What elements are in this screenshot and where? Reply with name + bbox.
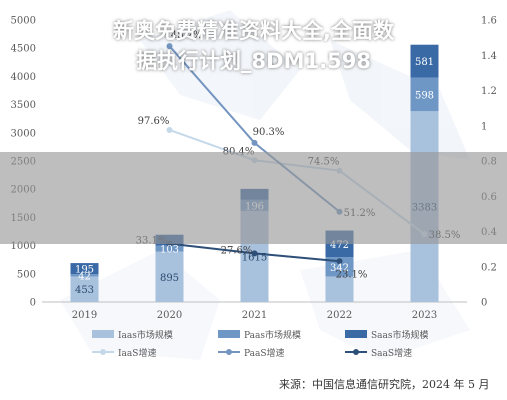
bar-segment xyxy=(410,44,439,78)
legend-label: IaaS增速 xyxy=(118,347,156,359)
y-right-tick-label: 1.2 xyxy=(481,86,497,97)
legend-label: Paas市场规模 xyxy=(244,329,301,341)
bar-segment xyxy=(70,276,99,302)
legend-swatch xyxy=(345,330,367,338)
legend-swatch xyxy=(218,330,240,338)
x-tick-label: 2022 xyxy=(327,310,352,321)
y-left-tick-label: 5000 xyxy=(11,16,36,27)
y-right-tick-label: 0 xyxy=(481,298,487,309)
bar-value-label: 195 xyxy=(75,265,94,276)
bar-value-label: 1615 xyxy=(242,252,267,263)
growth-rate-label: 90.3% xyxy=(253,127,285,138)
bar-segment xyxy=(70,274,99,277)
y-left-tick-label: 1000 xyxy=(11,241,36,252)
x-tick-label: 2019 xyxy=(72,310,97,321)
overlay-title-line-2: 据执行计划_8DM1.598 xyxy=(136,49,371,73)
growth-point xyxy=(166,43,173,50)
y-left-tick-label: 3500 xyxy=(11,100,36,111)
x-tick-label: 2020 xyxy=(157,310,182,321)
bar-value-label: 103 xyxy=(160,245,179,256)
y-right-tick-label: 1 xyxy=(481,121,487,132)
legend-label: Iaas市场规模 xyxy=(118,329,173,341)
growth-point xyxy=(251,139,258,146)
title-overlay-banner xyxy=(0,152,507,244)
growth-rate-label: 23.1% xyxy=(336,269,368,280)
y-right-tick-label: 0.2 xyxy=(481,262,497,273)
bar-value-label: 453 xyxy=(75,285,94,296)
growth-point xyxy=(336,258,343,265)
overlay-title: 新奥免费精准资料大全,全面数 据执行计划_8DM1.598 xyxy=(0,0,507,92)
growth-rate-label: 145.2% xyxy=(164,30,202,41)
source-note: 来源：中国信息通信研究院，2024 年 5 月 xyxy=(279,378,490,391)
growth-rate-label: 97.6% xyxy=(138,116,170,127)
bar-value-label: 472 xyxy=(330,240,349,251)
bar-value-label: 581 xyxy=(415,57,434,68)
bar-segment xyxy=(410,77,439,112)
y-left-tick-label: 500 xyxy=(17,269,36,280)
bar-value-label: 598 xyxy=(415,90,434,101)
y-right-tick-label: 1.6 xyxy=(481,16,497,27)
x-tick-label: 2023 xyxy=(412,310,437,321)
growth-rate-label: 80.4% xyxy=(223,146,255,157)
legend-swatch-marker xyxy=(100,349,106,355)
legend-label: Saas市场规模 xyxy=(371,329,429,341)
y-right-tick-label: 1.4 xyxy=(481,51,497,62)
chart-legend: Iaas市场规模 Paas市场规模 Saas市场规模 IaaS增速 PaaS增速 SaaS… xyxy=(92,329,429,359)
legend-label: PaaS增速 xyxy=(244,347,285,359)
x-tick-label: 2021 xyxy=(242,310,267,321)
growth-point xyxy=(251,250,258,257)
bar-value-label: 42 xyxy=(78,271,91,282)
growth-point xyxy=(166,126,173,133)
growth-rate-label: 27.6% xyxy=(221,245,253,256)
bar-segment xyxy=(70,263,99,275)
overlay-title-line-1: 新奥免费精准资料大全,全面数 xyxy=(113,19,394,43)
bar-segment xyxy=(325,276,354,302)
bar-segment xyxy=(155,245,184,252)
bar-segment xyxy=(325,257,354,277)
y-left-tick-label: 0 xyxy=(30,298,36,309)
legend-swatch-marker xyxy=(226,349,232,355)
bar-value-label: 342 xyxy=(330,263,349,274)
bar-value-label: 895 xyxy=(160,273,179,284)
legend-swatch-marker xyxy=(353,349,359,355)
bar-segment xyxy=(155,251,184,302)
legend-label: SaaS增速 xyxy=(371,347,412,359)
y-left-tick-label: 4000 xyxy=(11,72,36,83)
legend-swatch xyxy=(92,330,114,338)
y-left-tick-label: 3000 xyxy=(11,128,36,139)
y-left-tick-label: 4500 xyxy=(11,44,36,55)
